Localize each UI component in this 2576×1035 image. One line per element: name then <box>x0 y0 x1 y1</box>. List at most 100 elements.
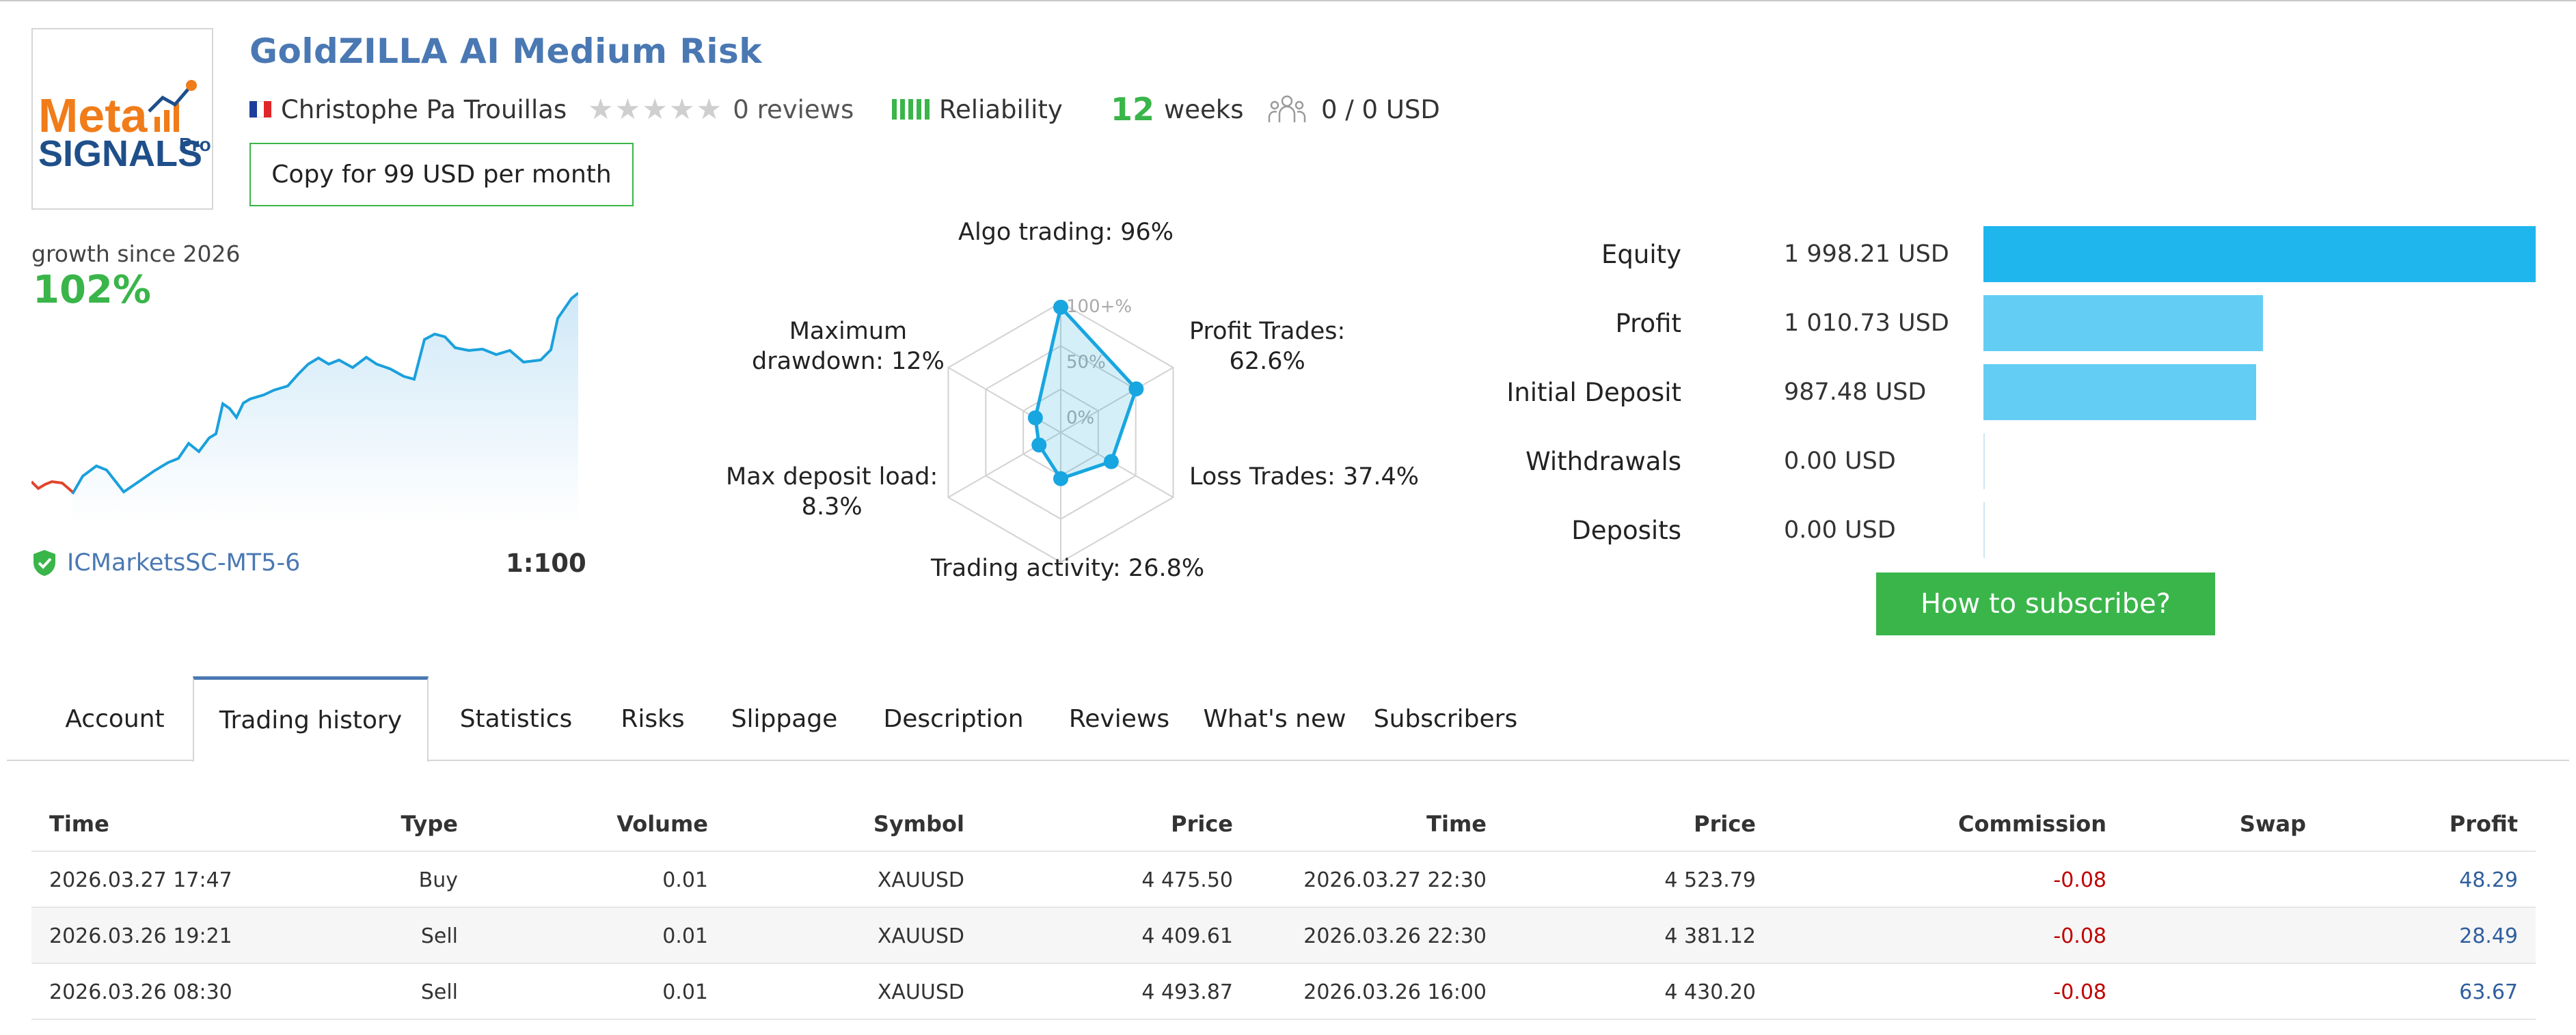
equity-row: Equity 1 998.21 USD <box>1504 226 2536 282</box>
cell-symbol: XAUUSD <box>877 868 964 892</box>
profit-trades-value: 62.6% <box>1229 348 1305 375</box>
equity-row-label: Deposits <box>1571 515 1681 545</box>
cell-time-open: 2026.03.27 17:47 <box>49 868 232 892</box>
equity-row-label: Withdrawals <box>1526 446 1681 476</box>
col-price-close[interactable]: Price <box>1694 811 1756 837</box>
leverage: 1:100 <box>506 548 586 578</box>
max-deposit-load-title: Max deposit load: <box>726 463 938 491</box>
subscribers-funds-value: 0 / 0 USD <box>1321 94 1440 124</box>
author-name[interactable]: Christophe Pa Trouillas <box>281 94 567 124</box>
tab-whats-new[interactable]: What's new <box>1203 704 1346 733</box>
col-price-open[interactable]: Price <box>1171 811 1233 837</box>
radar-label-loss-trades: Loss Trades: 37.4% <box>1189 463 1420 491</box>
signal-title[interactable]: GoldZILLA AI Medium Risk <box>249 31 763 71</box>
radar-scale-label: 0% <box>1066 408 1094 428</box>
weeks-number: 12 <box>1111 91 1155 128</box>
max-drawdown-value: drawdown: 12% <box>752 348 945 375</box>
equity-row-bar[interactable] <box>1983 226 2536 282</box>
cell-type: Sell <box>420 924 458 948</box>
equity-row: Initial Deposit 987.48 USD <box>1504 364 2536 420</box>
cell-time-close: 2026.03.26 22:30 <box>1303 924 1487 948</box>
cell-time-open: 2026.03.26 08:30 <box>49 980 232 1004</box>
col-volume[interactable]: Volume <box>616 811 708 837</box>
cell-volume: 0.01 <box>662 980 708 1004</box>
radar-value-point <box>1128 381 1144 397</box>
equity-row-value: 0.00 USD <box>1784 516 1896 544</box>
author[interactable]: Christophe Pa Trouillas <box>249 92 567 126</box>
reliability-bars-icon <box>892 99 930 120</box>
cell-symbol: XAUUSD <box>877 924 964 948</box>
cell-time-close: 2026.03.27 22:30 <box>1303 868 1487 892</box>
equity-row-bar[interactable] <box>1983 433 1985 489</box>
cell-time-open: 2026.03.26 19:21 <box>49 924 232 948</box>
growth-label: growth since 2026 <box>31 240 241 267</box>
cell-type: Buy <box>418 868 458 892</box>
table-row[interactable]: 2026.03.27 17:47 Buy 0.01 XAUUSD 4 475.50 202… <box>31 852 2536 908</box>
verified-shield-icon <box>31 549 57 577</box>
radar-value-point <box>1103 454 1119 469</box>
tab-slippage[interactable]: Slippage <box>731 704 838 733</box>
subscribers-icon <box>1268 94 1306 125</box>
cell-volume: 0.01 <box>662 924 708 948</box>
tab-description[interactable]: Description <box>883 704 1024 733</box>
how-to-subscribe-button[interactable]: How to subscribe? <box>1876 572 2215 635</box>
equity-row: Withdrawals 0.00 USD <box>1504 433 2536 489</box>
profit-trades-title: Profit Trades: <box>1189 318 1346 345</box>
equity-row-bar[interactable] <box>1983 364 2256 420</box>
sparkline-drawdown-line <box>31 480 74 493</box>
col-profit[interactable]: Profit <box>2449 811 2518 837</box>
trading-history-table: Time Type Volume Symbol Price Time Price… <box>31 796 2536 1020</box>
signal-logo[interactable]: Meta SIGNALS Pro <box>31 28 213 210</box>
france-flag-icon <box>249 101 272 118</box>
table-row[interactable]: 2026.03.26 08:30 Sell 0.01 XAUUSD 4 493.87 20… <box>31 964 2536 1020</box>
equity-row-bar[interactable] <box>1983 502 1985 558</box>
broker[interactable]: ICMarketsSC-MT5-6 <box>31 547 300 579</box>
equity-row-label: Profit <box>1615 308 1681 338</box>
reviews-count[interactable]: 0 reviews <box>733 94 854 124</box>
signal-meta-row: Christophe Pa Trouillas ★ ★ ★ ★ ★ 0 reviews … <box>249 91 1548 128</box>
svg-text:SIGNALS: SIGNALS <box>38 133 202 174</box>
tab-statistics[interactable]: Statistics <box>459 704 573 733</box>
equity-row-label: Initial Deposit <box>1506 377 1681 407</box>
col-type[interactable]: Type <box>401 811 459 837</box>
copy-subscription-button[interactable]: Copy for 99 USD per month <box>249 143 634 206</box>
table-body: 2026.03.27 17:47 Buy 0.01 XAUUSD 4 475.50 202… <box>31 852 2536 1020</box>
equity-row-value: 1 998.21 USD <box>1784 240 1949 268</box>
radar-value-area <box>1033 303 1139 481</box>
svg-text:Meta: Meta <box>38 89 148 142</box>
equity-row-value: 0.00 USD <box>1784 447 1896 475</box>
tab-reviews[interactable]: Reviews <box>1068 704 1170 733</box>
col-swap[interactable]: Swap <box>2239 811 2306 837</box>
cell-volume: 0.01 <box>662 868 708 892</box>
cell-commission: -0.08 <box>2053 924 2106 948</box>
rating[interactable]: ★ ★ ★ ★ ★ 0 reviews <box>588 92 854 126</box>
equity-row-label: Equity <box>1601 239 1681 269</box>
tab-subscribers[interactable]: Subscribers <box>1373 704 1518 733</box>
radar-value-point <box>1053 299 1068 315</box>
sparkline-area <box>72 293 578 523</box>
cell-commission: -0.08 <box>2053 868 2106 892</box>
top-border <box>0 0 2576 1</box>
reliability-label: Reliability <box>939 94 1063 124</box>
growth-sparkline[interactable] <box>31 277 578 523</box>
cell-commission: -0.08 <box>2053 980 2106 1004</box>
col-commission[interactable]: Commission <box>1958 811 2106 837</box>
tab-risks[interactable]: Risks <box>621 704 685 733</box>
col-time-open[interactable]: Time <box>49 811 109 837</box>
equity-row: Deposits 0.00 USD <box>1504 502 2536 558</box>
broker-name[interactable]: ICMarketsSC-MT5-6 <box>67 549 301 577</box>
radar-label-trading-activity: Trading activity: 26.8% <box>931 555 1205 582</box>
cell-price-close: 4 430.20 <box>1664 980 1756 1004</box>
tab-account[interactable]: Account <box>65 704 165 733</box>
col-time-close[interactable]: Time <box>1426 811 1487 837</box>
equity-row-bar[interactable] <box>1983 295 2263 351</box>
reliability: Reliability <box>892 92 1063 126</box>
tab-trading-history[interactable]: Trading history <box>193 676 429 762</box>
table-row[interactable]: 2026.03.26 19:21 Sell 0.01 XAUUSD 4 409.61 20… <box>31 908 2536 964</box>
rating-stars-icon: ★ ★ ★ ★ ★ <box>588 92 722 126</box>
tab-bar: Account Trading history Statistics Risks… <box>7 676 2569 762</box>
subscribers-funds: 0 / 0 USD <box>1268 92 1440 126</box>
cell-type: Sell <box>420 980 458 1004</box>
radar-label-algo: Algo trading: 96% <box>958 219 1174 246</box>
col-symbol[interactable]: Symbol <box>873 811 964 837</box>
